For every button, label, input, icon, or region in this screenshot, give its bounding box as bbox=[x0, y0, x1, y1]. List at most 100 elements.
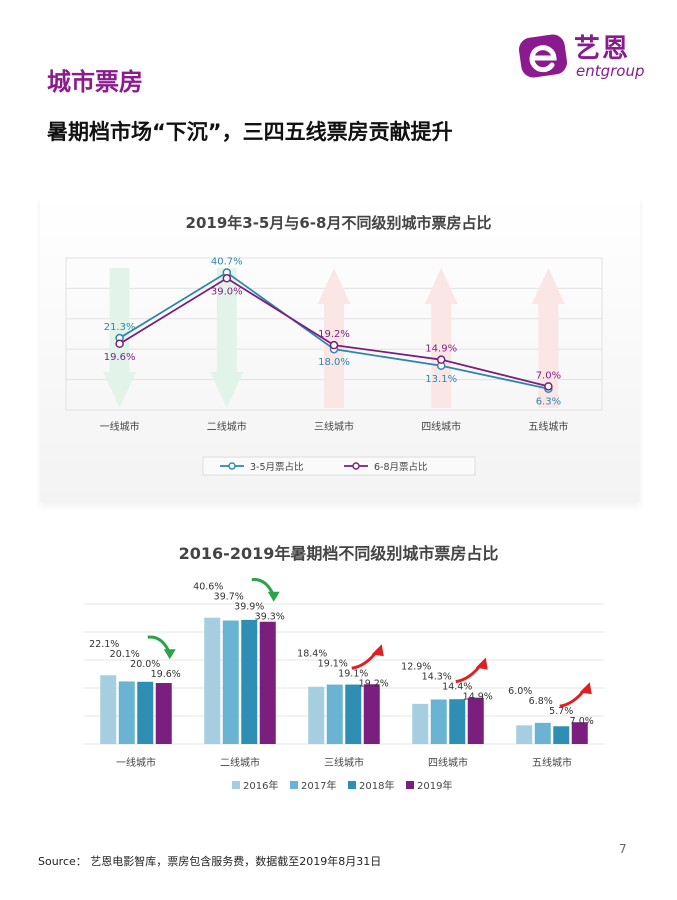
trend-up-arrowhead-icon bbox=[371, 644, 384, 657]
source-footnote: Source： 艺恩电影智库，票房包含服务费，数据截至2019年8月31日 bbox=[38, 855, 382, 868]
bar bbox=[363, 684, 380, 744]
bar bbox=[222, 620, 239, 744]
data-label: 14.9% bbox=[463, 692, 493, 703]
x-tick-label: 五线城市 bbox=[532, 756, 572, 769]
x-tick-label: 三线城市 bbox=[324, 756, 364, 769]
bar bbox=[259, 621, 276, 744]
bar bbox=[534, 722, 551, 744]
bar bbox=[204, 617, 221, 744]
x-tick-label: 四线城市 bbox=[421, 420, 461, 433]
logo-text-en: entgroup bbox=[576, 62, 645, 80]
legend-swatch bbox=[290, 781, 298, 789]
data-label: 14.4% bbox=[442, 682, 472, 693]
bar bbox=[571, 722, 588, 744]
trend-up-arrowhead-icon bbox=[579, 682, 592, 695]
data-label: 22.1% bbox=[89, 639, 119, 650]
x-tick-label: 三线城市 bbox=[314, 420, 354, 433]
legend-marker-swatch bbox=[228, 462, 236, 470]
data-label: 6.8% bbox=[529, 696, 553, 707]
data-label: 39.7% bbox=[214, 592, 244, 603]
data-label: 19.2% bbox=[359, 678, 389, 689]
section-title: 城市票房 bbox=[47, 68, 143, 96]
series-2-point bbox=[329, 340, 339, 350]
data-label: 7.0% bbox=[570, 716, 594, 727]
trend-up-arrow-icon bbox=[424, 268, 458, 408]
data-label: 20.0% bbox=[130, 659, 160, 670]
legend-swatch bbox=[348, 781, 356, 789]
data-label: 21.3% bbox=[104, 322, 136, 333]
x-tick-label: 一线城市 bbox=[116, 756, 156, 769]
logo-mark-icon bbox=[518, 34, 568, 78]
legend-marker-swatch bbox=[352, 462, 360, 470]
x-tick-label: 四线城市 bbox=[428, 756, 468, 769]
legend-label: 3-5月票占比 bbox=[250, 461, 304, 473]
line-chart-legend bbox=[202, 456, 476, 476]
data-label: 19.6% bbox=[151, 669, 181, 680]
trend-up-arrow-icon bbox=[317, 268, 351, 408]
series-2-point bbox=[436, 355, 446, 364]
trend-up-arrowhead-icon bbox=[475, 657, 488, 670]
series-2-point bbox=[544, 382, 553, 391]
trend-down-arrowhead-icon bbox=[267, 591, 280, 602]
legend-swatch bbox=[406, 781, 414, 789]
legend-label: 2016年 bbox=[243, 779, 278, 792]
bar bbox=[155, 683, 172, 744]
legend-label: 2017年 bbox=[301, 779, 336, 792]
data-label: 20.1% bbox=[110, 649, 140, 660]
data-label: 19.6% bbox=[104, 352, 136, 363]
data-label: 13.1% bbox=[425, 374, 457, 385]
series-2-point bbox=[115, 339, 124, 349]
data-label: 19.1% bbox=[318, 658, 348, 669]
data-label: 5.7% bbox=[549, 706, 573, 717]
data-label: 14.3% bbox=[422, 672, 452, 683]
data-label: 19.1% bbox=[338, 668, 368, 679]
data-label: 12.9% bbox=[401, 662, 431, 673]
legend-label: 6-8月票占比 bbox=[374, 461, 428, 473]
legend-label: 2019年 bbox=[417, 779, 452, 792]
bar bbox=[100, 675, 117, 744]
data-label: 14.9% bbox=[425, 344, 457, 355]
bar bbox=[308, 686, 325, 744]
x-tick-label: 五线城市 bbox=[528, 420, 568, 433]
bar bbox=[118, 681, 135, 744]
data-label: 39.3% bbox=[255, 612, 285, 623]
data-label: 18.0% bbox=[318, 357, 350, 368]
entgroup-logo: 艺恩 entgroup bbox=[518, 30, 658, 86]
trend-down-arrowhead-icon bbox=[163, 649, 176, 660]
bar bbox=[137, 681, 154, 744]
data-label: 39.0% bbox=[211, 286, 243, 297]
bar bbox=[449, 699, 466, 744]
data-label: 7.0% bbox=[536, 370, 561, 381]
bar bbox=[467, 697, 484, 744]
bar bbox=[412, 703, 429, 744]
bar bbox=[326, 684, 343, 744]
data-label: 40.6% bbox=[193, 582, 223, 593]
legend-label: 2018年 bbox=[359, 779, 394, 792]
data-label: 40.7% bbox=[211, 257, 243, 268]
data-label: 6.0% bbox=[508, 686, 532, 697]
page-number: 7 bbox=[619, 842, 627, 856]
x-tick-label: 二线城市 bbox=[220, 756, 260, 769]
trend-down-arrow-icon bbox=[210, 268, 244, 408]
bar bbox=[553, 726, 570, 744]
logo-text-cn: 艺恩 bbox=[574, 34, 631, 64]
data-label: 39.9% bbox=[234, 602, 264, 613]
x-tick-label: 二线城市 bbox=[207, 420, 247, 433]
bar bbox=[241, 619, 258, 744]
headline: 暑期档市场“下沉”，三四五线票房贡献提升 bbox=[47, 120, 453, 144]
data-label: 19.2% bbox=[318, 329, 350, 340]
bar bbox=[430, 699, 447, 744]
line-chart-title: 2019年3-5月与6-8月不同级别城市票房占比 bbox=[185, 214, 492, 232]
data-label: 6.3% bbox=[536, 397, 561, 408]
bar-chart-title: 2016-2019年暑期档不同级别城市票房占比 bbox=[178, 544, 499, 563]
x-tick-label: 一线城市 bbox=[100, 420, 140, 433]
trend-up-arrow-icon bbox=[531, 268, 565, 408]
bar bbox=[516, 725, 533, 744]
data-label: 18.4% bbox=[297, 648, 327, 659]
bar bbox=[345, 684, 362, 744]
series-2-point bbox=[222, 274, 232, 283]
legend-swatch bbox=[232, 781, 240, 789]
line-chart-frame bbox=[65, 257, 603, 411]
